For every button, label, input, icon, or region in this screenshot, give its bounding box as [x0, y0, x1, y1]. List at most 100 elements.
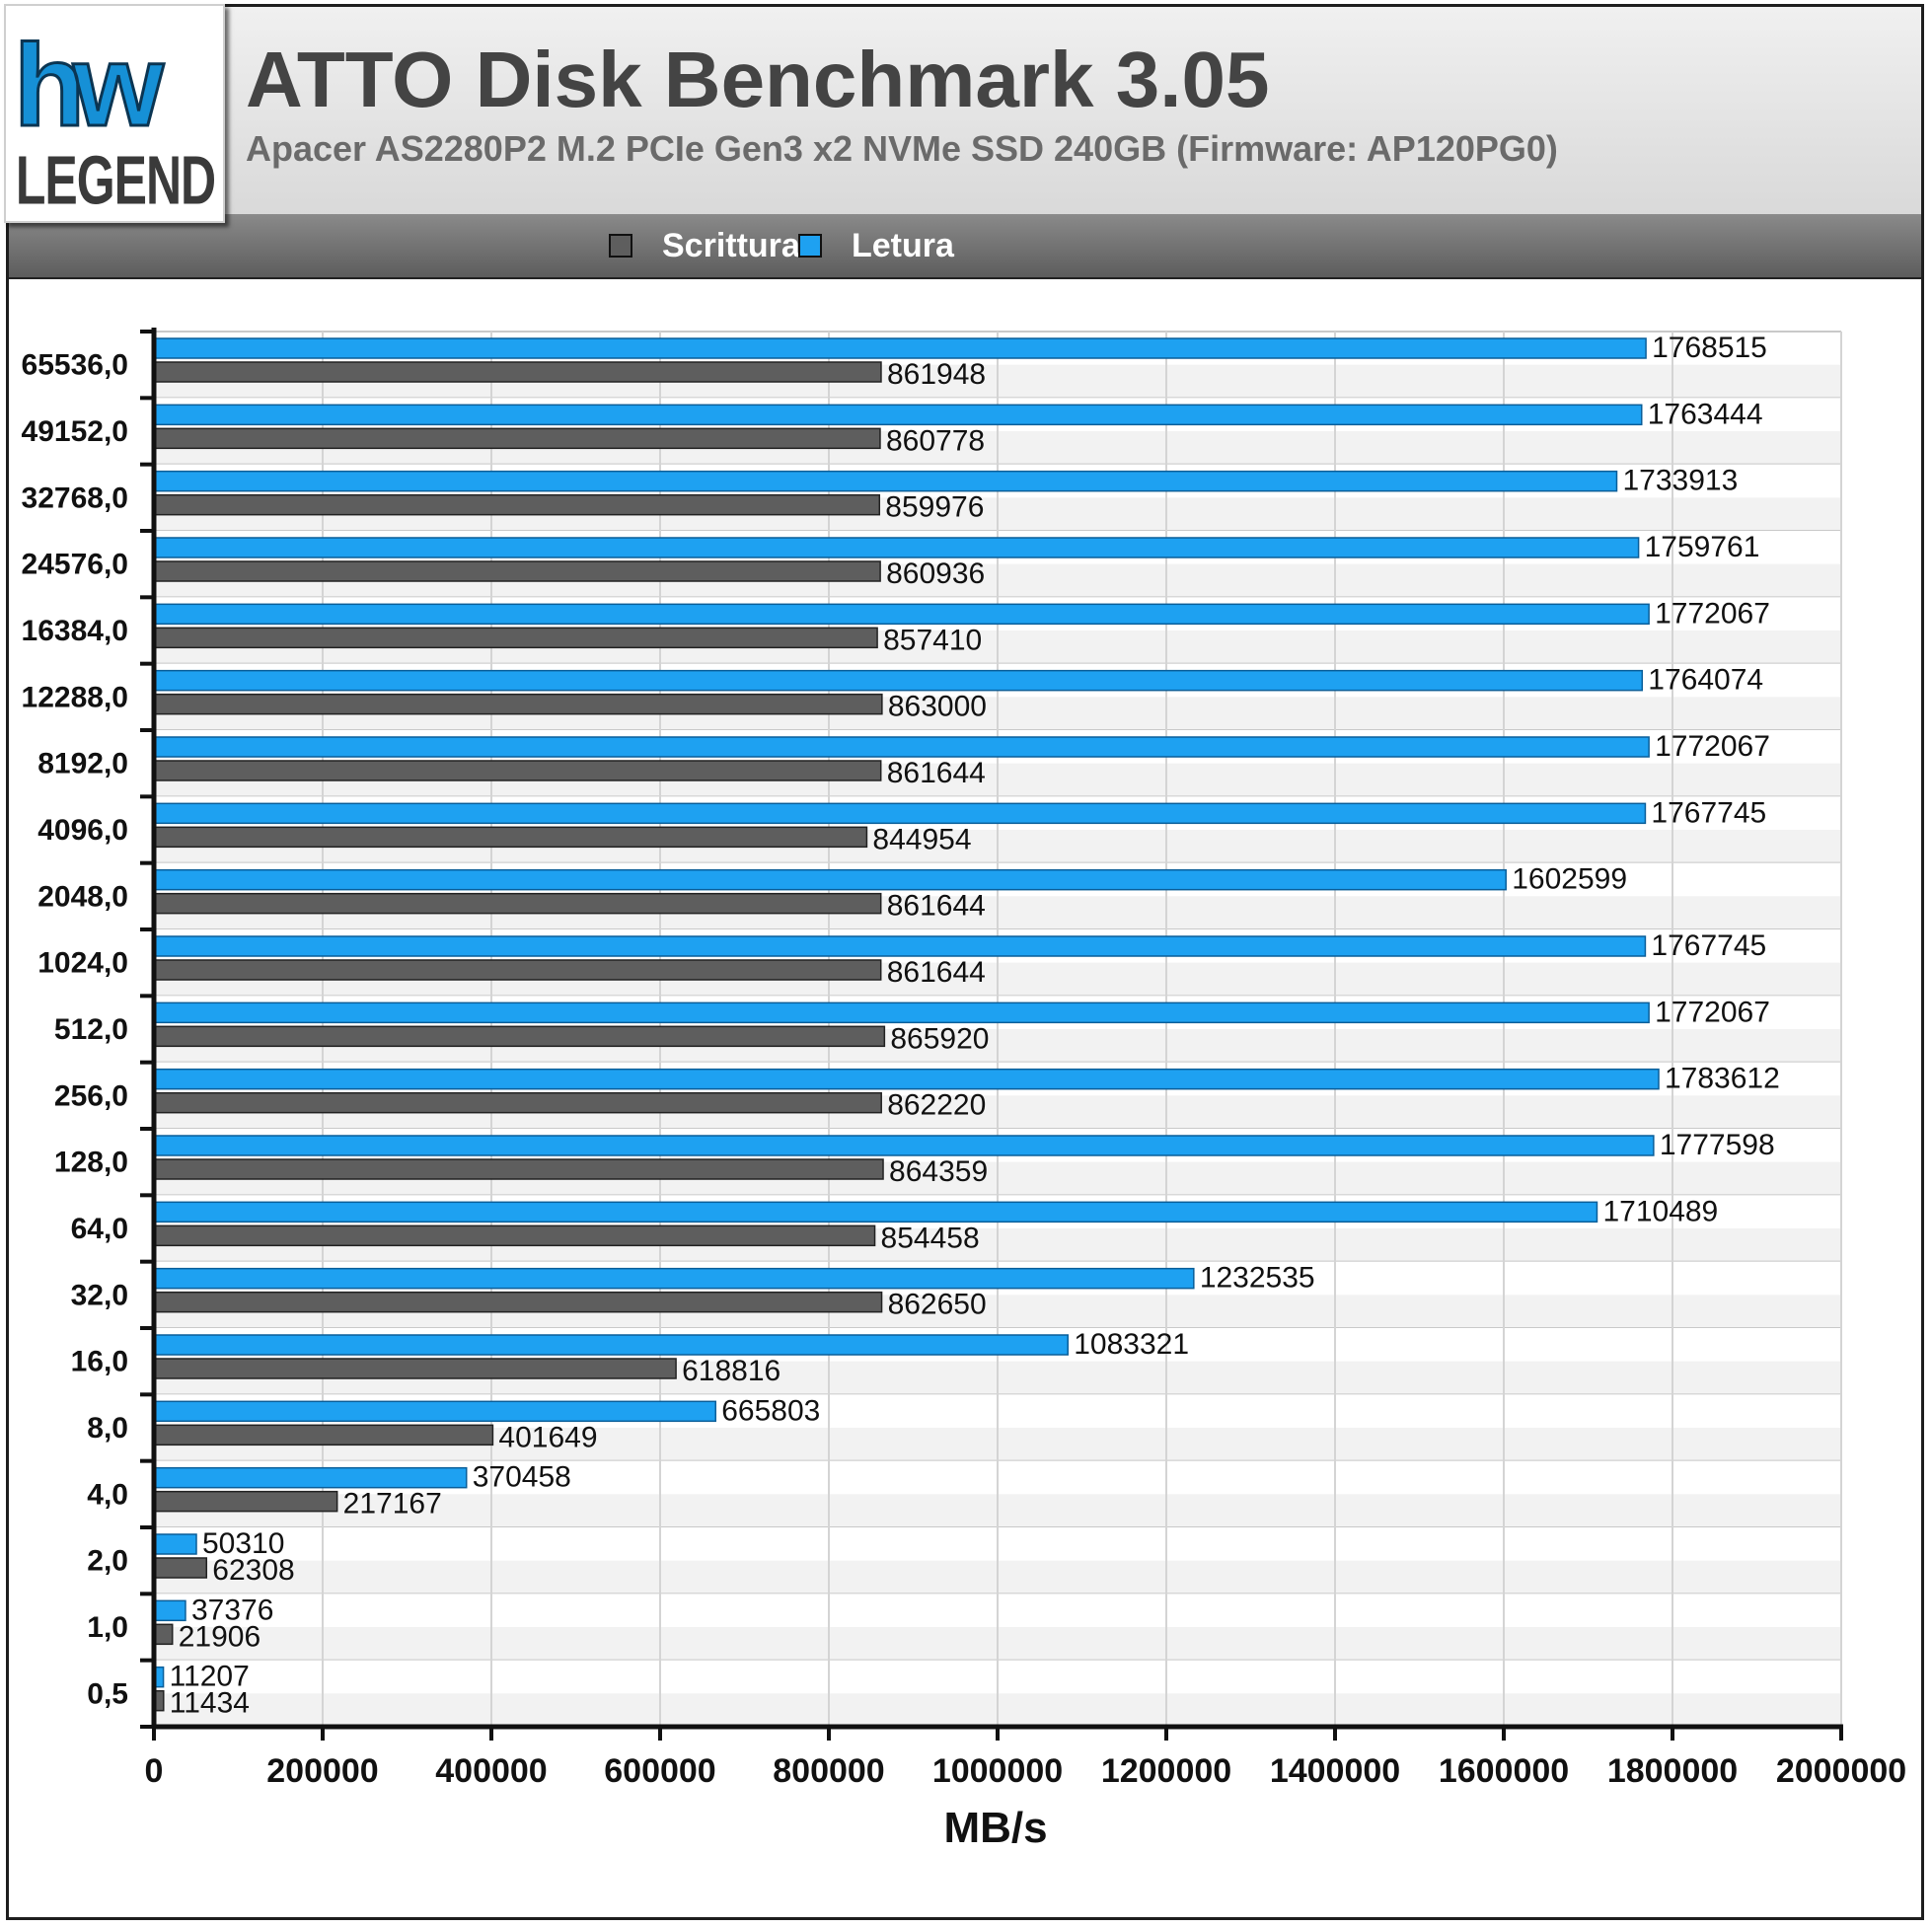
- value-label-write: 860778: [886, 424, 985, 457]
- category-label: 16,0: [71, 1346, 128, 1378]
- value-label-read: 1772067: [1655, 996, 1770, 1028]
- bar-read: [153, 603, 1650, 626]
- value-label-read: 1772067: [1655, 730, 1770, 763]
- legend-swatch-read: [798, 234, 822, 258]
- category-label: 4,0: [87, 1478, 128, 1511]
- category-label: 2048,0: [37, 880, 128, 913]
- value-label-read: 37376: [191, 1594, 273, 1626]
- chart-subtitle: Apacer AS2280P2 M.2 PCIe Gen3 x2 NVMe SS…: [246, 128, 1558, 169]
- bar-write: [153, 1424, 494, 1446]
- value-label-read: 1763444: [1648, 398, 1763, 430]
- x-tick-label: 600000: [604, 1752, 715, 1790]
- bar-write: [153, 1623, 174, 1646]
- bar-write: [153, 1224, 876, 1247]
- category-label: 256,0: [54, 1079, 128, 1112]
- x-tick-label: 1600000: [1439, 1752, 1569, 1790]
- bar-read: [153, 736, 1650, 758]
- bar-write: [153, 493, 881, 516]
- bar-read: [153, 1599, 186, 1622]
- value-label-read: 1733913: [1622, 465, 1738, 497]
- bar-read: [153, 802, 1647, 825]
- legend-item-read: Letura: [798, 227, 954, 264]
- bar-read: [153, 1466, 468, 1489]
- logo-word: LEGEND: [15, 141, 216, 219]
- bar-write: [153, 1291, 883, 1313]
- site-logo: hw LEGEND: [4, 4, 225, 223]
- x-tick-label: 2000000: [1776, 1752, 1906, 1790]
- bar-read: [153, 1267, 1195, 1290]
- value-label-read: 1710489: [1602, 1195, 1718, 1227]
- category-label: 2,0: [87, 1545, 128, 1578]
- value-label-write: 844954: [872, 823, 971, 855]
- bar-read: [153, 1001, 1650, 1024]
- bar-read: [153, 470, 1618, 492]
- value-label-write: 859976: [885, 491, 984, 524]
- value-label-write: 861644: [887, 956, 986, 989]
- category-label: 32768,0: [22, 482, 128, 514]
- value-label-write: 865920: [890, 1022, 989, 1055]
- x-tick-label: 200000: [266, 1752, 378, 1790]
- bar-read: [153, 868, 1507, 891]
- value-label-write: 401649: [498, 1421, 597, 1453]
- value-label-read: 1232535: [1200, 1262, 1315, 1295]
- value-label-read: 1767745: [1651, 929, 1766, 962]
- bar-write: [153, 693, 883, 715]
- legend: Scrittura Letura: [9, 214, 1921, 279]
- value-labels: 1768515 861948 1763444 860778 1733913 859976 1…: [170, 332, 1780, 1720]
- bar-write: [153, 1158, 884, 1180]
- value-label-read: 1759761: [1645, 531, 1760, 563]
- bar-write: [153, 1358, 677, 1379]
- bar-read: [153, 935, 1647, 957]
- category-label: 12288,0: [22, 681, 128, 713]
- x-tick-label: 1400000: [1270, 1752, 1400, 1790]
- value-label-read: 1772067: [1655, 597, 1770, 630]
- legend-swatch-write: [609, 234, 632, 258]
- value-label-write: 862650: [888, 1289, 987, 1321]
- value-label-read: 1767745: [1651, 796, 1766, 829]
- bar-read: [153, 1135, 1655, 1156]
- bar-write: [153, 560, 881, 582]
- category-label: 49152,0: [22, 415, 128, 448]
- logo-mark: hw: [13, 21, 166, 151]
- legend-item-write: Scrittura: [609, 227, 800, 264]
- category-label: 16384,0: [22, 615, 128, 647]
- category-label: 24576,0: [22, 549, 128, 581]
- bar-read: [153, 537, 1640, 558]
- value-label-write: 854458: [881, 1222, 980, 1254]
- category-label: 128,0: [54, 1147, 128, 1179]
- bar-read: [153, 1334, 1069, 1356]
- x-tick-label: 1000000: [932, 1752, 1063, 1790]
- value-label-read: 11207: [170, 1661, 250, 1693]
- x-tick-label: 800000: [773, 1752, 884, 1790]
- legend-label-read: Letura: [852, 226, 954, 264]
- category-label: 1,0: [87, 1611, 128, 1644]
- value-label-write: 863000: [888, 691, 987, 723]
- category-label: 512,0: [54, 1013, 128, 1046]
- value-label-write: 861644: [887, 890, 986, 923]
- bar-write: [153, 1557, 208, 1579]
- x-axis-title: MB/s: [943, 1804, 1047, 1852]
- category-labels: 65536,0 49152,0 32768,0 24576,0 16384,0 12288…: [22, 349, 128, 1711]
- value-label-write: 21906: [179, 1620, 260, 1653]
- value-label-write: 217167: [343, 1488, 442, 1520]
- value-label-read: 665803: [721, 1394, 820, 1427]
- bar-write: [153, 427, 881, 450]
- bar-write: [153, 1025, 886, 1048]
- x-tick-label: 400000: [435, 1752, 547, 1790]
- axes: [140, 328, 1843, 1741]
- category-label: 65536,0: [22, 349, 128, 382]
- bar-write: [153, 1490, 338, 1513]
- x-tick-labels: 0 200000 400000 600000 800000 1000000 1200000 1…: [145, 1752, 1907, 1790]
- value-label-write: 857410: [883, 624, 982, 656]
- bar-write: [153, 361, 882, 383]
- category-label: 8,0: [87, 1412, 128, 1445]
- value-label-read: 1777598: [1660, 1129, 1775, 1161]
- value-label-read: 50310: [202, 1527, 284, 1560]
- chart-title: ATTO Disk Benchmark 3.05: [246, 36, 1270, 123]
- bar-read: [153, 1068, 1660, 1090]
- chart-header: ATTO Disk Benchmark 3.05 Apacer AS2280P2…: [9, 7, 1921, 216]
- bar-read: [153, 669, 1644, 692]
- value-label-write: 864359: [889, 1155, 988, 1188]
- category-label: 4096,0: [37, 814, 128, 847]
- category-label: 0,5: [87, 1677, 128, 1710]
